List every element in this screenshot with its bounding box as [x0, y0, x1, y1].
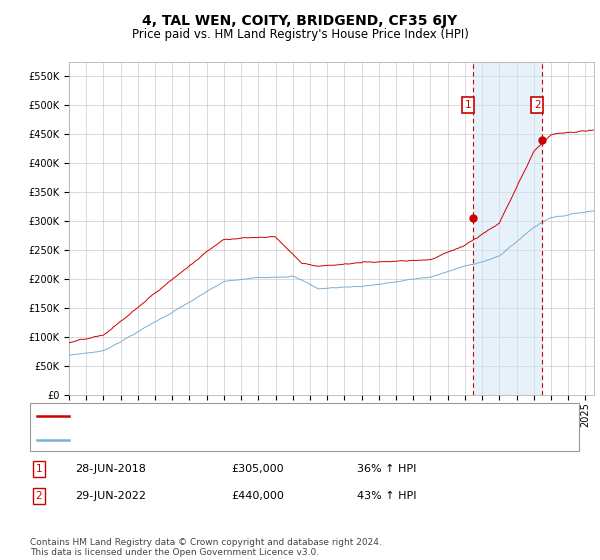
Text: 36% ↑ HPI: 36% ↑ HPI	[357, 464, 416, 474]
Text: 29-JUN-2022: 29-JUN-2022	[75, 491, 146, 501]
Text: 2: 2	[35, 491, 43, 501]
Text: £440,000: £440,000	[231, 491, 284, 501]
Text: £305,000: £305,000	[231, 464, 284, 474]
Text: 2: 2	[534, 100, 541, 110]
Bar	[473, 62, 542, 395]
Text: Price paid vs. HM Land Registry's House Price Index (HPI): Price paid vs. HM Land Registry's House …	[131, 28, 469, 41]
Text: HPI: Average price, detached house, Bridgend: HPI: Average price, detached house, Brid…	[75, 435, 332, 445]
Text: 4, TAL WEN, COITY, BRIDGEND, CF35 6JY (detached house): 4, TAL WEN, COITY, BRIDGEND, CF35 6JY (d…	[75, 411, 403, 421]
Text: 43% ↑ HPI: 43% ↑ HPI	[357, 491, 416, 501]
Text: Contains HM Land Registry data © Crown copyright and database right 2024.
This d: Contains HM Land Registry data © Crown c…	[30, 538, 382, 557]
Text: 28-JUN-2018: 28-JUN-2018	[75, 464, 146, 474]
Text: 1: 1	[465, 100, 472, 110]
Text: 4, TAL WEN, COITY, BRIDGEND, CF35 6JY: 4, TAL WEN, COITY, BRIDGEND, CF35 6JY	[142, 14, 458, 28]
Text: 1: 1	[35, 464, 43, 474]
